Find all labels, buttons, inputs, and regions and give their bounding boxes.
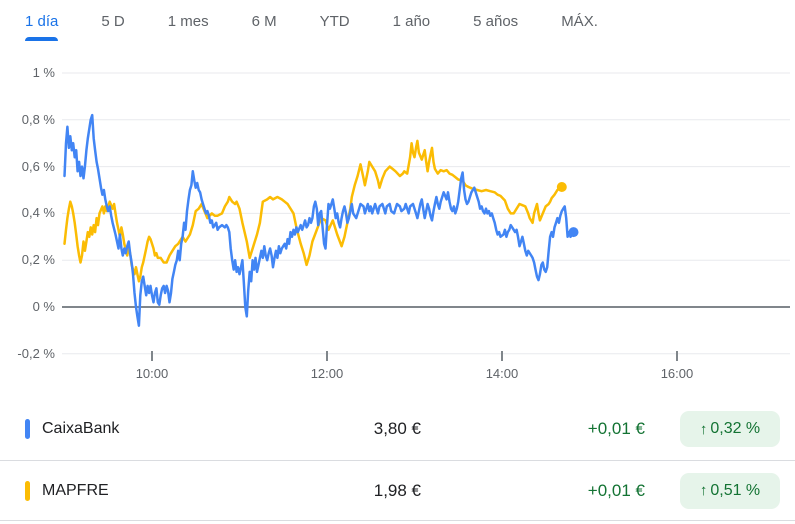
series-line-caixabank [63, 113, 575, 327]
instrument-price: 3,80 € [373, 419, 421, 438]
tab-label: MÁX. [561, 12, 598, 30]
tab-ytd[interactable]: YTD [320, 0, 350, 42]
percent-change-badge: ↑ 0,51 % [680, 472, 780, 509]
tab-max[interactable]: MÁX. [561, 0, 598, 42]
tab-1-mes[interactable]: 1 mes [168, 0, 209, 42]
percent-change-badge: ↑ 0,32 % [680, 411, 780, 447]
instrument-name: MAPFRE [42, 481, 109, 499]
y-axis-label: 0,4 % [21, 205, 55, 221]
y-axis-label: 0,6 % [21, 158, 55, 174]
y-axis-label: -0,2 % [17, 345, 55, 361]
price-change: +0,01 € [587, 419, 645, 438]
tab-label: 6 M [251, 12, 277, 30]
x-axis-label: 16:00 [660, 366, 694, 381]
series-line-mapfre [63, 139, 564, 283]
series-end-dot-caixabank [568, 227, 579, 238]
intraday-comparison-chart: 1 % 0,8 % 0,6 % 0,4 % 0,2 % 0 % -0,2 % 10:00 12:… [0, 0, 795, 398]
percent-change-value: 0,51 % [710, 481, 761, 499]
chart-canvas[interactable] [0, 0, 795, 398]
tab-label: 5 D [101, 12, 125, 30]
tab-6-m[interactable]: 6 M [252, 0, 277, 42]
up-arrow-icon: ↑ [699, 420, 708, 438]
x-axis-label: 12:00 [310, 366, 344, 381]
tab-label: 1 mes [167, 12, 209, 30]
y-axis-label: 1 % [32, 65, 55, 80]
series-color-marker [25, 480, 30, 501]
up-arrow-icon: ↑ [699, 482, 708, 499]
tab-5-d[interactable]: 5 D [101, 0, 124, 42]
series-end-dot-mapfre [556, 182, 567, 192]
quote-row-mapfre[interactable]: MAPFRE 1,98 € +0,01 € ↑ 0,51 % [0, 461, 795, 521]
tab-label: 1 año [392, 12, 431, 30]
series-color-marker [25, 419, 30, 439]
price-change: +0,01 € [587, 480, 645, 500]
y-axis-label: 0,2 % [21, 252, 55, 268]
tab-label: 1 día [25, 12, 59, 30]
tab-1-ano[interactable]: 1 año [393, 0, 431, 42]
tab-5-anos[interactable]: 5 años [473, 0, 518, 42]
y-axis-label: 0 % [32, 299, 55, 314]
instrument-name: CaixaBank [42, 420, 120, 437]
tab-1-dia[interactable]: 1 día [25, 0, 59, 42]
percent-change-value: 0,32 % [710, 420, 761, 437]
y-axis-label: 0,8 % [21, 111, 55, 127]
tab-label: YTD [319, 12, 350, 30]
quote-row-caixabank[interactable]: CaixaBank 3,80 € +0,01 € ↑ 0,32 % [0, 398, 795, 461]
x-axis-label: 14:00 [485, 366, 519, 381]
time-range-tabs: 1 día 5 D 1 mes 6 M YTD 1 año 5 años MÁX… [25, 0, 598, 42]
instrument-price: 1,98 € [373, 480, 421, 500]
quote-list: CaixaBank 3,80 € +0,01 € ↑ 0,32 % MAPFRE … [0, 398, 795, 521]
tab-label: 5 años [473, 12, 519, 30]
x-axis-label: 10:00 [135, 366, 169, 381]
